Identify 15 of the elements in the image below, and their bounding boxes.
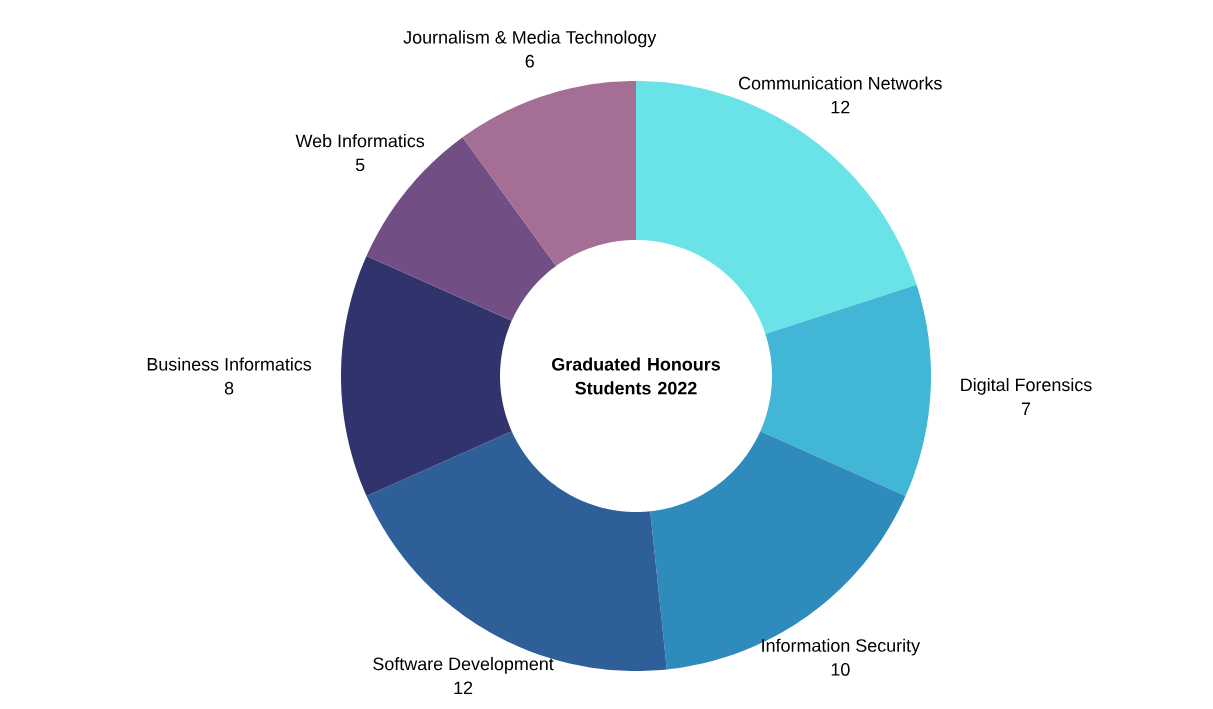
data-label: 6 [525, 54, 534, 68]
data-label: 12 [831, 100, 850, 114]
data-label: 5 [355, 158, 365, 172]
text: Graduated Honours Students 2022 [552, 357, 720, 395]
slice-label: Business Informatics [147, 357, 312, 371]
slice-label: Digital Forensics [961, 377, 1092, 395]
data-label: 12 [454, 681, 473, 694]
data-label: 7 [1021, 402, 1031, 415]
slice-label: Journalism & Media Technology [403, 30, 657, 48]
slice-label: Software Development [373, 657, 554, 674]
slice-label: Web Informatics [295, 134, 425, 148]
slice-label: Communication Networks [739, 76, 942, 90]
slice-label: Information Security [762, 638, 921, 656]
data-label: 8 [224, 381, 234, 395]
data-label: 10 [831, 663, 850, 676]
